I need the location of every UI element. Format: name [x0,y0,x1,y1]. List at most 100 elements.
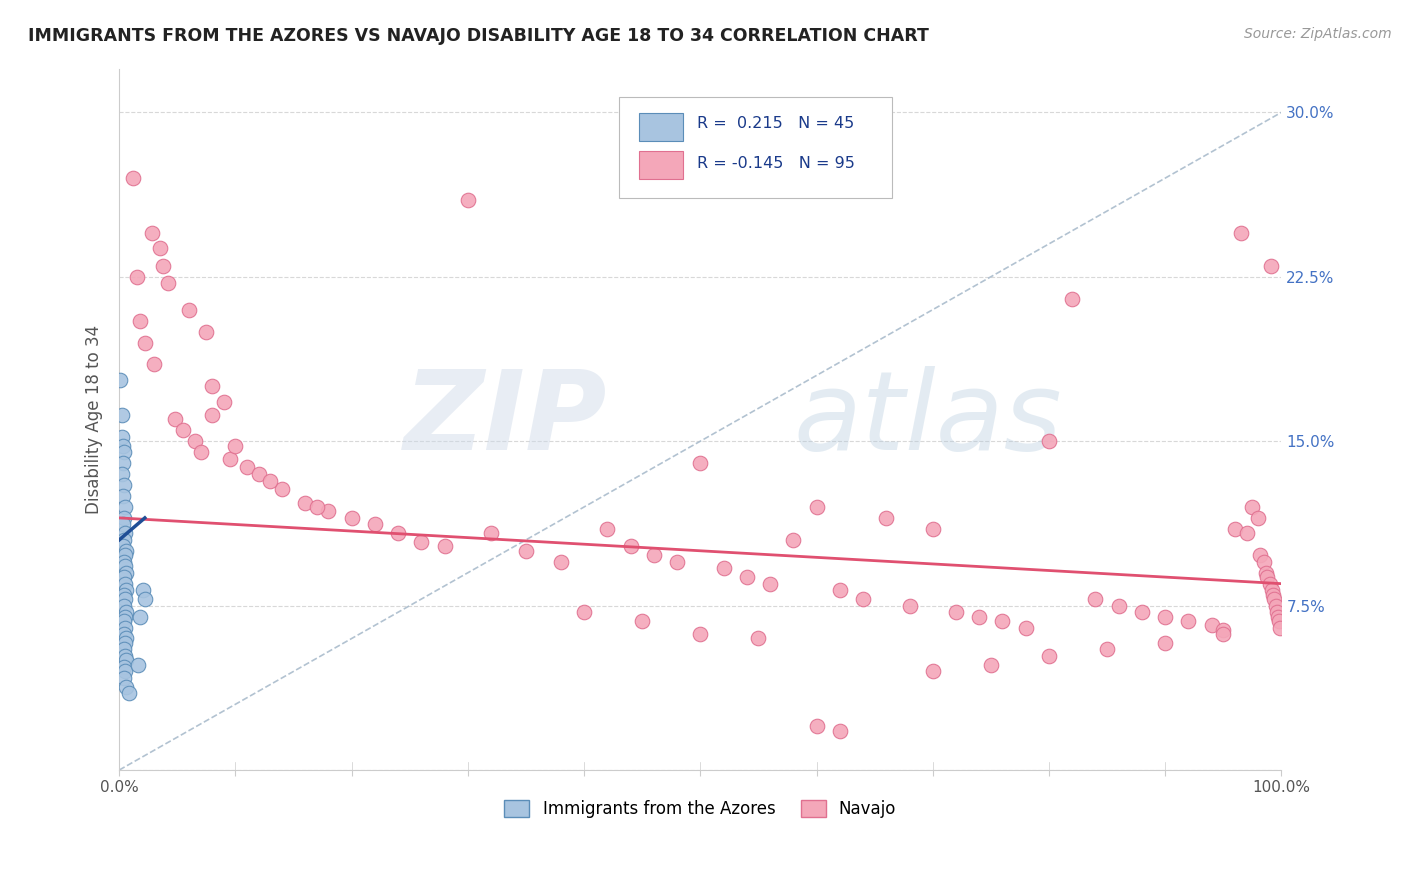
Point [1095,642,1118,657]
Point [112,533,135,547]
Point [114,609,136,624]
Point [224,439,246,453]
Point [157,277,180,291]
Point [184,434,207,449]
Point [112,660,135,674]
Point [1108,599,1130,613]
Point [134,592,156,607]
Point [1241,500,1264,514]
Point [1258,576,1281,591]
Text: IMMIGRANTS FROM THE AZORES VS NAVAJO DISABILITY AGE 18 TO 34 CORRELATION CHART: IMMIGRANTS FROM THE AZORES VS NAVAJO DIS… [28,27,929,45]
Point [111,456,134,470]
Point [122,171,145,186]
Point [620,540,643,554]
Point [115,632,138,646]
Point [114,500,136,514]
Point [305,500,328,514]
Point [1260,259,1282,273]
Point [1270,620,1292,634]
Point [1265,605,1288,619]
Point [945,605,967,619]
Point [689,456,711,470]
Text: R = -0.145   N = 95: R = -0.145 N = 95 [697,156,855,170]
Point [112,627,135,641]
Point [1201,618,1223,632]
Point [1154,636,1177,650]
Point [1250,548,1272,562]
Point [212,394,235,409]
Point [165,412,187,426]
Point [134,335,156,350]
Point [115,605,138,619]
Point [152,259,174,273]
Text: R =  0.215   N = 45: R = 0.215 N = 45 [697,117,853,131]
Point [112,588,135,602]
Point [735,570,758,584]
Point [1256,566,1278,580]
Point [1263,592,1285,607]
Point [112,614,135,628]
Point [111,517,134,532]
Point [967,609,990,624]
Point [141,226,163,240]
Point [643,548,665,562]
Point [271,483,294,497]
Point [980,657,1002,672]
Point [143,358,166,372]
Point [828,583,851,598]
Point [1256,570,1278,584]
FancyBboxPatch shape [638,151,683,178]
Point [110,373,132,387]
Point [115,653,138,667]
Point [247,467,270,481]
Point [129,609,152,624]
Point [195,325,218,339]
Point [875,511,897,525]
Point [364,517,387,532]
Point [1062,292,1084,306]
Text: ZIP: ZIP [404,366,607,473]
Point [852,592,875,607]
Point [1038,434,1060,449]
Point [1084,592,1107,607]
Point [1263,588,1285,602]
Point [991,614,1014,628]
Point [259,474,281,488]
Point [111,489,134,503]
Point [631,614,654,628]
Point [172,423,194,437]
FancyBboxPatch shape [619,96,891,198]
Point [713,561,735,575]
Point [1177,614,1199,628]
Point [114,576,136,591]
Point [806,500,828,514]
Point [898,599,921,613]
Point [1268,614,1291,628]
Point [433,540,456,554]
Point [1253,555,1275,569]
Point [112,570,135,584]
Point [1261,583,1284,598]
Legend: Immigrants from the Azores, Navajo: Immigrants from the Azores, Navajo [498,793,903,825]
Point [190,445,212,459]
Point [114,592,136,607]
Point [117,686,139,700]
Point [112,671,135,685]
Point [759,576,782,591]
Point [479,526,502,541]
Point [149,241,172,255]
Point [782,533,804,547]
Point [387,526,409,541]
Point [115,583,138,598]
Point [550,555,572,569]
Point [921,665,943,679]
Point [201,408,224,422]
Point [114,636,136,650]
Point [411,535,433,549]
Point [1212,623,1234,637]
Point [127,657,149,672]
Point [111,439,134,453]
Point [177,302,200,317]
Point [1229,226,1251,240]
Point [1130,605,1153,619]
